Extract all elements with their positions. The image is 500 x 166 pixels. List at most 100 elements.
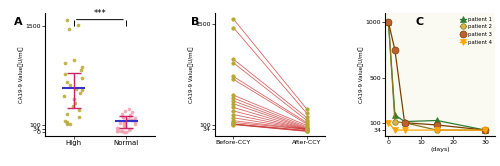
Point xyxy=(230,75,237,78)
Point xyxy=(72,87,80,90)
Point xyxy=(302,130,310,133)
Point xyxy=(124,118,132,120)
Point xyxy=(230,119,237,122)
Point xyxy=(230,121,237,124)
Point xyxy=(120,130,128,133)
Point xyxy=(60,62,68,65)
Point xyxy=(130,118,138,121)
Point xyxy=(114,126,122,129)
Point xyxy=(74,23,82,26)
Point xyxy=(76,91,84,94)
Point xyxy=(302,108,310,110)
patient 1 xyxy=(482,129,488,131)
Point xyxy=(121,120,129,123)
Point xyxy=(117,130,125,133)
Point xyxy=(230,97,237,99)
patient 4 xyxy=(386,122,392,124)
Point xyxy=(230,123,237,126)
patient 3 xyxy=(386,21,392,23)
Text: C: C xyxy=(416,17,424,27)
Point xyxy=(230,26,237,29)
Point xyxy=(302,112,310,115)
Point xyxy=(302,116,310,119)
patient 3 xyxy=(402,122,407,124)
Point xyxy=(132,121,140,124)
patient 1 xyxy=(386,21,392,23)
Point xyxy=(75,109,83,111)
patient 1 xyxy=(392,114,398,116)
Point xyxy=(64,112,72,115)
patient 2 xyxy=(402,122,407,124)
Line: patient 1: patient 1 xyxy=(386,19,488,133)
Point xyxy=(114,127,122,130)
patient 2 xyxy=(386,21,392,23)
Point xyxy=(230,58,237,61)
Point xyxy=(230,78,237,81)
Point xyxy=(230,110,237,112)
Point xyxy=(113,129,121,132)
Point xyxy=(74,116,82,118)
Point xyxy=(122,110,130,112)
Point xyxy=(125,107,133,110)
Point xyxy=(122,126,130,128)
patient 3 xyxy=(392,49,398,51)
Point xyxy=(70,105,78,108)
Point xyxy=(63,19,71,22)
Point xyxy=(302,119,310,122)
Point xyxy=(61,73,69,75)
Point xyxy=(230,102,237,105)
patient 2 xyxy=(482,129,488,131)
Text: B: B xyxy=(191,17,200,27)
Point xyxy=(78,66,86,68)
Point xyxy=(230,100,237,102)
Point xyxy=(230,62,237,64)
Point xyxy=(70,98,78,101)
Point xyxy=(60,120,68,122)
Point xyxy=(302,129,310,132)
Point xyxy=(126,114,134,116)
Line: patient 4: patient 4 xyxy=(386,120,488,133)
Point xyxy=(230,106,237,109)
patient 1 xyxy=(402,121,407,123)
Point xyxy=(230,94,237,96)
patient 4 xyxy=(434,129,440,131)
patient 4 xyxy=(402,129,407,131)
Point xyxy=(70,59,78,61)
Point xyxy=(70,102,78,104)
Point xyxy=(302,124,310,127)
patient 1 xyxy=(434,120,440,122)
Point xyxy=(119,116,127,119)
Point xyxy=(118,130,126,132)
Y-axis label: CA19-9 Value（U/ml）: CA19-9 Value（U/ml） xyxy=(18,46,24,103)
Point xyxy=(302,121,310,124)
Point xyxy=(66,123,74,126)
Text: ***: *** xyxy=(94,9,106,18)
Point xyxy=(302,129,310,132)
Point xyxy=(63,121,71,124)
Point xyxy=(302,130,310,132)
Point xyxy=(120,120,128,123)
Point xyxy=(120,125,128,128)
Point xyxy=(119,115,127,118)
Point xyxy=(302,123,310,125)
Point xyxy=(122,130,130,133)
Line: patient 2: patient 2 xyxy=(386,19,488,133)
Point xyxy=(118,113,126,115)
Point xyxy=(302,128,310,131)
Point xyxy=(78,77,86,80)
Point xyxy=(302,125,310,128)
Point xyxy=(127,119,135,121)
Point xyxy=(116,122,124,124)
X-axis label: (days): (days) xyxy=(430,147,450,152)
patient 4 xyxy=(392,129,398,131)
Point xyxy=(302,128,310,131)
Point xyxy=(60,95,68,97)
Point xyxy=(114,130,122,133)
Point xyxy=(124,129,132,131)
Point xyxy=(128,111,136,114)
Line: patient 3: patient 3 xyxy=(385,19,489,134)
Point xyxy=(302,128,310,131)
Point xyxy=(120,119,128,122)
Point xyxy=(230,123,237,125)
Point xyxy=(230,113,237,116)
